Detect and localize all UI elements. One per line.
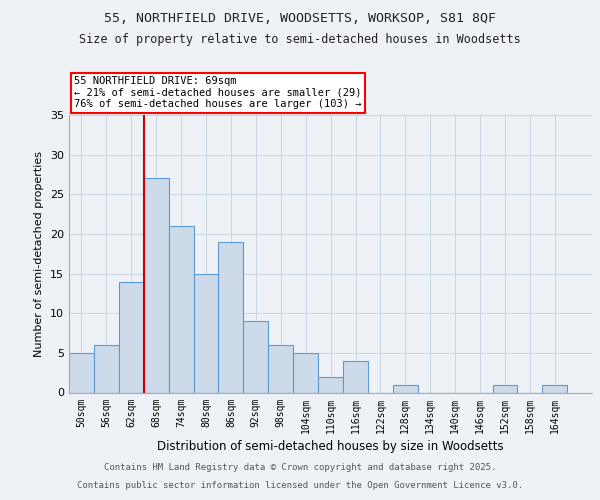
Y-axis label: Number of semi-detached properties: Number of semi-detached properties bbox=[34, 151, 44, 357]
Bar bbox=[293, 353, 318, 393]
Bar bbox=[144, 178, 169, 392]
Bar bbox=[194, 274, 218, 392]
Text: Contains public sector information licensed under the Open Government Licence v3: Contains public sector information licen… bbox=[77, 481, 523, 490]
Bar bbox=[393, 384, 418, 392]
Text: 55, NORTHFIELD DRIVE, WOODSETTS, WORKSOP, S81 8QF: 55, NORTHFIELD DRIVE, WOODSETTS, WORKSOP… bbox=[104, 12, 496, 26]
Bar bbox=[542, 384, 567, 392]
Bar bbox=[119, 282, 144, 393]
X-axis label: Distribution of semi-detached houses by size in Woodsetts: Distribution of semi-detached houses by … bbox=[157, 440, 504, 452]
Bar bbox=[169, 226, 194, 392]
Bar bbox=[343, 361, 368, 392]
Bar bbox=[69, 353, 94, 393]
Bar bbox=[493, 384, 517, 392]
Text: Contains HM Land Registry data © Crown copyright and database right 2025.: Contains HM Land Registry data © Crown c… bbox=[104, 462, 496, 471]
Bar bbox=[268, 345, 293, 393]
Text: 55 NORTHFIELD DRIVE: 69sqm
← 21% of semi-detached houses are smaller (29)
76% of: 55 NORTHFIELD DRIVE: 69sqm ← 21% of semi… bbox=[74, 76, 362, 110]
Bar bbox=[218, 242, 244, 392]
Bar bbox=[318, 376, 343, 392]
Bar bbox=[244, 321, 268, 392]
Text: Size of property relative to semi-detached houses in Woodsetts: Size of property relative to semi-detach… bbox=[79, 32, 521, 46]
Bar bbox=[94, 345, 119, 393]
